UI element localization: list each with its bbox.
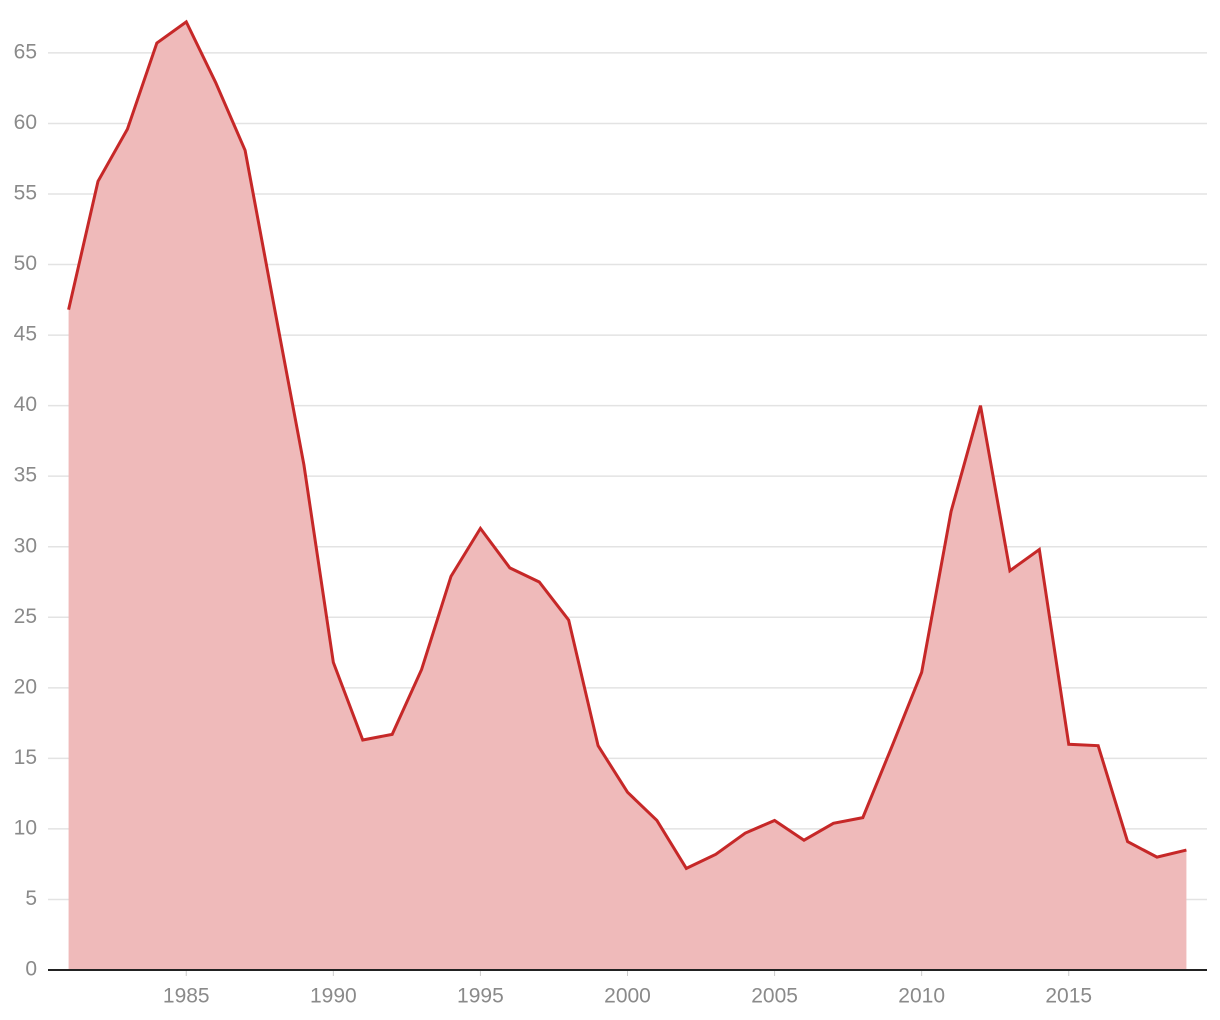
y-tick-label: 5 [25,887,37,910]
x-tick-label: 2010 [898,985,945,1008]
x-tick-label: 2015 [1045,985,1092,1008]
x-tick-label: 2000 [604,985,651,1008]
x-tick-label: 1995 [457,985,504,1008]
y-tick-label: 65 [14,40,37,63]
y-tick-label: 30 [14,534,37,557]
x-tick-label: 1990 [310,985,357,1008]
y-tick-label: 60 [14,111,37,134]
y-tick-label: 40 [14,393,37,416]
y-tick-label: 50 [14,252,37,275]
area-line [67,19,1187,871]
y-tick-label: 55 [14,182,37,205]
x-tick-label: 2005 [751,985,798,1008]
y-tick-label: 20 [14,675,37,698]
x-tick-label: 1985 [163,985,210,1008]
area-fill [68,21,1187,971]
y-tick-label: 10 [14,816,37,839]
y-tick-label: 45 [14,323,37,346]
y-tick-label: 25 [14,605,37,628]
y-tick-label: 15 [14,746,37,769]
y-tick-label: 35 [14,464,37,487]
y-tick-label: 0 [25,958,37,981]
